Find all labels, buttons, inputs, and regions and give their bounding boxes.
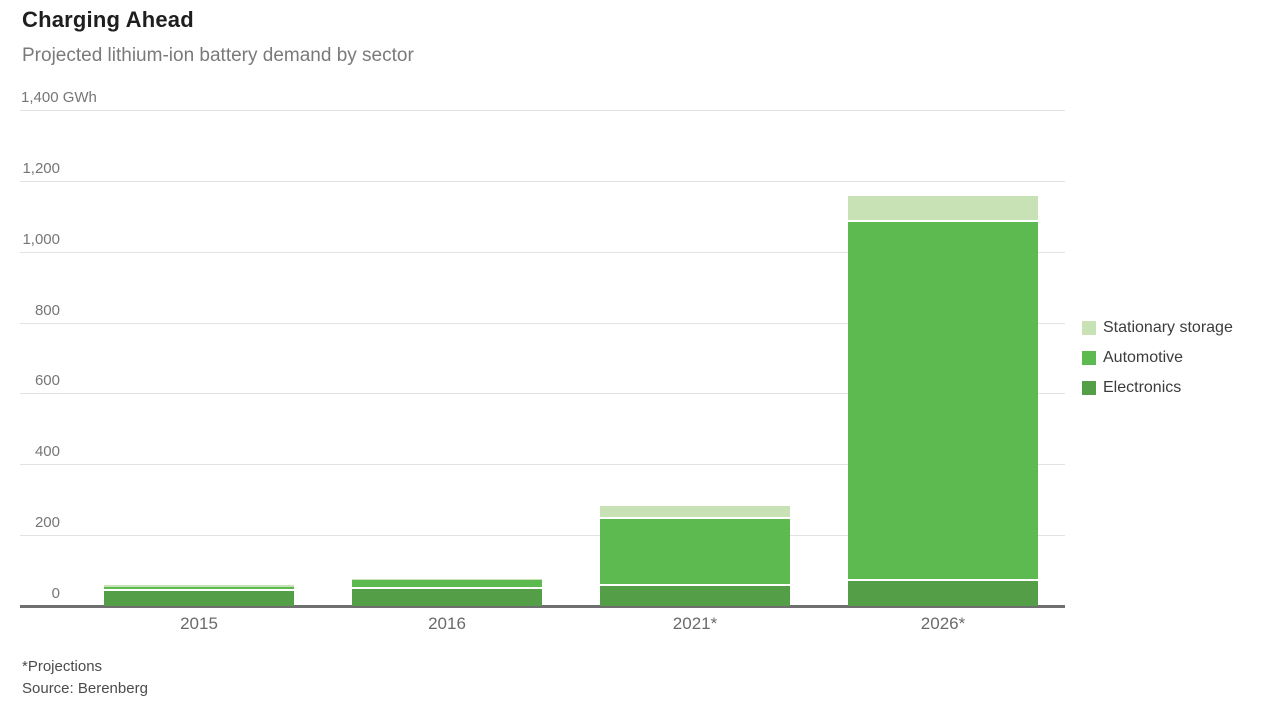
bar-segment-automotive-2021 <box>600 519 790 586</box>
chart-title: Charging Ahead <box>22 7 194 32</box>
y-tick-label-400: 400 <box>34 443 60 461</box>
gridline-800 <box>20 322 1065 324</box>
bar-segment-automotive-2026 <box>848 221 1038 582</box>
bar-segment-stationary-storage-2015 <box>104 585 294 587</box>
x-tick-label-2016: 2016 <box>428 614 466 633</box>
legend-item-electronics: Electronics <box>1082 377 1181 399</box>
bar-segment-stationary-storage-2021 <box>600 506 790 520</box>
gridline-1400 <box>20 110 1065 111</box>
gridline-1000 <box>20 251 1065 253</box>
x-tick-label-2015: 2015 <box>180 614 218 633</box>
legend-swatch-icon <box>1082 321 1096 335</box>
legend-label: Stationary storage <box>1103 319 1233 336</box>
x-tick-label-2021: 2021* <box>672 614 718 633</box>
chart-subtitle: Projected lithium-ion battery demand by … <box>22 45 414 66</box>
legend-swatch-icon <box>1082 351 1096 365</box>
y-tick-label-0: 0 <box>51 585 60 602</box>
x-tick-label-2026: 2026* <box>920 614 966 633</box>
legend-item-automotive: Automotive <box>1082 347 1183 369</box>
bar-segment-electronics-2015 <box>104 591 294 606</box>
bar-segment-electronics-2026 <box>848 581 1038 606</box>
legend-item-stationary-storage: Stationary storage <box>1082 317 1233 339</box>
gridline-1200 <box>20 180 1065 182</box>
y-axis-unit-label: 1,400 GWh <box>21 89 97 106</box>
gridline-400 <box>20 464 1065 466</box>
y-tick-label-800: 800 <box>34 301 60 319</box>
y-tick-label-1,200: 1,200 <box>22 159 60 177</box>
bar-segment-electronics-2016 <box>352 589 542 606</box>
source-line: Source: Berenberg <box>22 680 148 697</box>
y-tick-label-600: 600 <box>34 372 60 390</box>
bar-segment-stationary-storage-2016 <box>352 579 542 581</box>
bar-segment-electronics-2021 <box>600 585 790 606</box>
y-tick-label-1,000: 1,000 <box>22 230 60 248</box>
legend-swatch-icon <box>1082 381 1096 395</box>
x-axis-baseline <box>20 605 1065 608</box>
legend-label: Electronics <box>1103 379 1182 396</box>
bar-segment-stationary-storage-2026 <box>848 196 1038 222</box>
footnote-projections: *Projections <box>22 658 103 675</box>
bar-segment-automotive-2015 <box>104 586 294 592</box>
y-tick-label-200: 200 <box>34 514 60 532</box>
bar-segment-automotive-2016 <box>352 580 542 590</box>
gridline-200 <box>20 535 1065 537</box>
gridline-600 <box>20 393 1065 395</box>
legend-label: Automotive <box>1103 349 1184 366</box>
